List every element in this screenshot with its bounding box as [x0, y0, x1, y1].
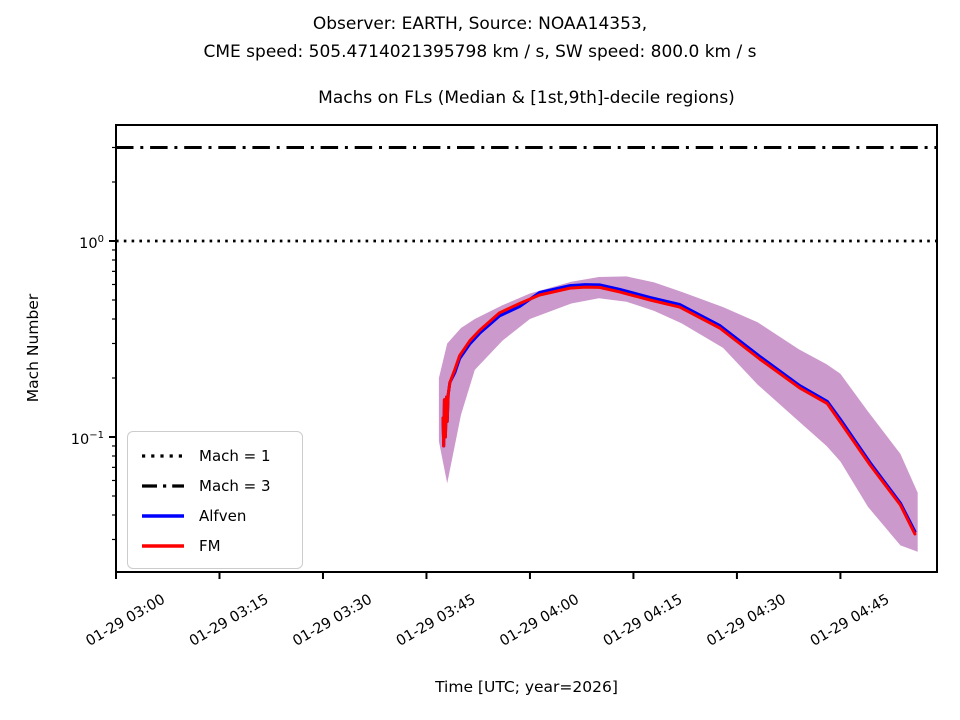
- x-tick-label: 01-29 03:00: [83, 592, 168, 650]
- legend-label: FM: [199, 537, 221, 555]
- chart-title: Machs on FLs (Median & [1st,9th]-decile …: [318, 88, 735, 108]
- x-tick-label: 01-29 03:15: [187, 592, 272, 650]
- legend-item-fm: FM: [128, 531, 302, 561]
- legend-item-alfven: Alfven: [128, 501, 302, 531]
- legend-line-sample: [142, 514, 184, 518]
- series-line-fm: [441, 285, 917, 536]
- y-tick-label-0.1: 10−1: [70, 430, 104, 448]
- suptitle-line-2: CME speed: 505.4714021395798 km / s, SW …: [203, 42, 757, 62]
- x-tick-label: 01-29 04:30: [704, 592, 789, 650]
- axes-spines: [115, 124, 938, 573]
- decile-band: [438, 276, 918, 552]
- x-tick-label: 01-29 04:15: [601, 592, 686, 650]
- x-tick-label: 01-29 03:45: [394, 592, 479, 650]
- legend-item-mach3: Mach = 3: [128, 471, 302, 501]
- legend-label: Mach = 3: [199, 477, 271, 495]
- legend-item-mach1: Mach = 1: [128, 441, 302, 471]
- legend: Mach = 1 Mach = 3 Alfven FM: [127, 431, 303, 569]
- legend-label: Mach = 1: [199, 447, 271, 465]
- legend-line-sample: [142, 544, 184, 548]
- x-axis-label: Time [UTC; year=2026]: [435, 678, 618, 696]
- legend-label: Alfven: [199, 507, 247, 525]
- y-axis-label: Mach Number: [24, 293, 42, 403]
- x-tick-label: 01-29 04:45: [808, 592, 893, 650]
- x-tick-label: 01-29 03:30: [290, 592, 375, 650]
- legend-line-sample: [142, 454, 184, 458]
- x-tick-label: 01-29 04:00: [497, 592, 582, 650]
- legend-line-sample: [142, 484, 184, 488]
- y-tick-label-1: 100: [79, 234, 104, 252]
- figure-suptitle: Observer: EARTH, Source: NOAA14353, CME …: [0, 10, 960, 66]
- suptitle-line-1: Observer: EARTH, Source: NOAA14353,: [312, 14, 648, 34]
